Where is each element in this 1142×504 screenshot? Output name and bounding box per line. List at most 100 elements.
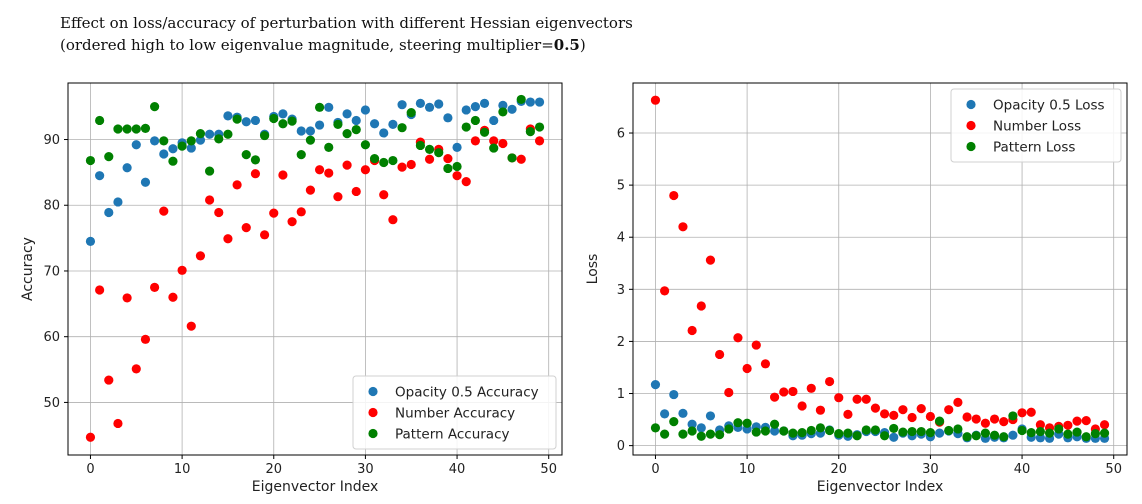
data-point — [452, 171, 462, 181]
data-point — [770, 426, 780, 436]
legend-marker — [966, 120, 976, 131]
data-point — [397, 100, 407, 110]
data-point — [150, 102, 160, 112]
data-point — [733, 333, 743, 343]
data-point — [443, 153, 453, 164]
x-tick-label: 30 — [357, 462, 374, 477]
data-point — [241, 222, 251, 233]
data-point — [369, 153, 380, 164]
data-point — [870, 403, 881, 413]
x-axis-label: Eigenvector Index — [252, 479, 379, 495]
data-point — [843, 428, 853, 438]
data-point — [150, 282, 160, 292]
data-point — [479, 98, 490, 108]
data-point — [342, 129, 352, 139]
data-point — [989, 414, 1000, 424]
data-point — [715, 430, 725, 440]
data-point — [834, 429, 844, 439]
x-tick-label: 40 — [449, 462, 466, 477]
data-point — [186, 136, 196, 146]
data-point — [296, 150, 306, 160]
data-point — [168, 156, 178, 166]
data-point — [278, 170, 288, 180]
data-point — [1099, 428, 1110, 438]
data-point — [489, 115, 499, 126]
data-point — [824, 376, 835, 387]
data-point — [516, 154, 526, 164]
data-point — [944, 425, 954, 436]
data-point — [889, 432, 899, 442]
data-point — [650, 423, 661, 433]
data-point — [751, 340, 761, 350]
data-point — [452, 161, 462, 172]
x-tick-label: 40 — [1014, 462, 1031, 477]
data-point — [379, 190, 389, 200]
data-point — [214, 207, 224, 218]
data-point — [369, 119, 380, 129]
data-point — [205, 166, 215, 176]
data-point — [815, 405, 826, 415]
data-point — [342, 160, 352, 170]
data-point — [1090, 429, 1100, 439]
data-point — [360, 105, 371, 115]
data-point — [1035, 420, 1045, 430]
data-point — [934, 428, 945, 438]
data-point — [660, 429, 670, 439]
data-point — [351, 125, 361, 135]
data-point — [305, 126, 316, 136]
x-tick-label: 10 — [174, 462, 191, 477]
data-point — [305, 185, 316, 195]
data-point — [397, 123, 407, 133]
data-point — [1008, 430, 1018, 440]
legend-marker — [368, 407, 378, 418]
data-point — [705, 429, 716, 439]
data-point — [1081, 416, 1091, 426]
data-point — [916, 404, 926, 414]
data-point — [760, 426, 771, 436]
data-point — [678, 222, 688, 232]
x-tick-label: 10 — [739, 462, 756, 477]
data-point — [489, 143, 499, 153]
data-point — [669, 190, 679, 201]
data-point — [140, 334, 151, 344]
legend-box — [352, 375, 557, 450]
data-point — [760, 359, 771, 369]
data-point — [232, 180, 242, 190]
data-point — [205, 129, 215, 139]
data-point — [669, 389, 679, 400]
data-point — [715, 349, 725, 360]
data-point — [788, 386, 798, 397]
data-point — [907, 412, 917, 423]
data-point — [150, 136, 160, 146]
data-point — [415, 98, 425, 108]
data-point — [388, 155, 398, 166]
data-point — [852, 431, 862, 441]
data-point — [314, 120, 325, 130]
y-axis-label: Loss — [585, 254, 601, 285]
data-point — [724, 387, 734, 398]
figure-title: Effect on loss/accuracy of perturbation … — [60, 12, 633, 56]
y-tick-label: 60 — [43, 330, 60, 345]
data-point — [534, 122, 545, 132]
data-point — [934, 416, 945, 426]
data-point — [470, 136, 480, 146]
data-point — [525, 127, 535, 137]
data-point — [879, 431, 890, 441]
y-tick-label: 1 — [617, 387, 625, 402]
data-point — [269, 113, 279, 124]
data-point — [314, 102, 325, 112]
data-point — [85, 236, 96, 246]
legend-box — [950, 88, 1122, 163]
title-line-2: (ordered high to low eigenvalue magnitud… — [60, 34, 633, 56]
data-point — [159, 149, 169, 159]
y-axis-label: Accuracy — [20, 237, 36, 301]
data-point — [999, 432, 1009, 442]
data-point — [1017, 408, 1027, 418]
data-point — [1026, 428, 1036, 438]
data-point — [168, 292, 178, 302]
data-point — [861, 394, 871, 404]
data-point — [443, 113, 453, 123]
data-point — [177, 265, 187, 275]
data-point — [479, 127, 490, 137]
loss-chart: 0 10 20 30 40 50 0 1 2 3 4 5 6 Eigenvector Index Loss O… — [585, 82, 1128, 495]
